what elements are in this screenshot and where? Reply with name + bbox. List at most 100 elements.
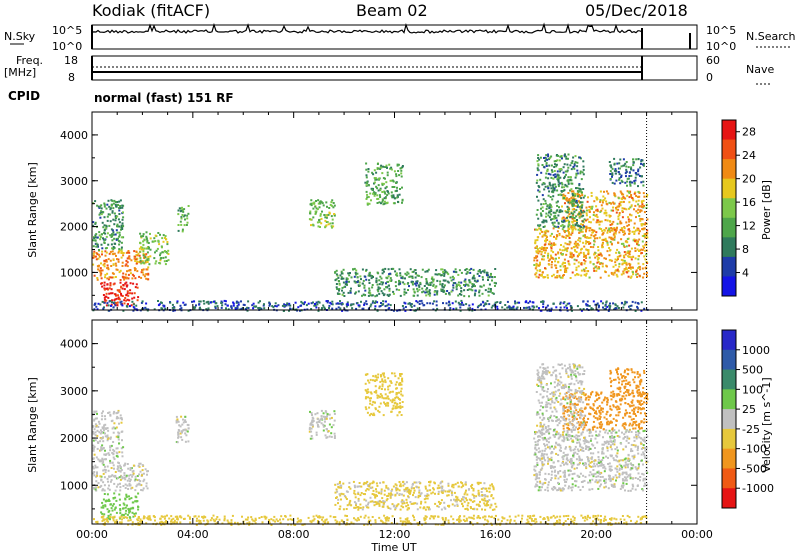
range-gate-cell bbox=[569, 176, 572, 179]
range-gate-cell bbox=[535, 256, 538, 259]
range-gate-cell bbox=[402, 500, 405, 503]
range-gate-cell bbox=[102, 440, 105, 443]
range-gate-cell bbox=[600, 254, 603, 257]
range-gate-cell bbox=[381, 292, 384, 295]
range-gate-cell bbox=[550, 205, 553, 208]
range-gate-cell bbox=[114, 304, 117, 307]
range-gate-cell bbox=[617, 215, 620, 218]
range-gate-cell bbox=[367, 196, 370, 198]
range-gate-cell bbox=[400, 276, 403, 279]
range-gate-cell bbox=[570, 201, 573, 204]
range-gate-cell bbox=[634, 176, 637, 179]
range-gate-cell bbox=[384, 267, 387, 270]
range-gate-cell bbox=[470, 486, 473, 489]
range-gate-cell bbox=[310, 412, 313, 415]
range-gate-cell bbox=[541, 164, 544, 166]
range-gate-cell bbox=[572, 190, 575, 193]
range-gate-cell bbox=[580, 247, 583, 250]
range-gate-cell bbox=[444, 279, 447, 282]
range-gate-cell bbox=[373, 414, 376, 417]
range-gate-cell bbox=[140, 271, 143, 274]
range-gate-cell bbox=[120, 285, 123, 288]
range-gate-cell bbox=[573, 517, 576, 519]
range-gate-cell bbox=[376, 198, 379, 200]
range-gate-cell bbox=[592, 520, 595, 523]
range-gate-cell bbox=[381, 172, 384, 175]
range-gate-cell bbox=[608, 304, 611, 307]
range-gate-cell bbox=[348, 274, 351, 277]
range-gate-cell bbox=[195, 520, 198, 522]
range-gate-cell bbox=[380, 501, 383, 504]
range-gate-cell bbox=[641, 248, 644, 251]
range-gate-cell bbox=[119, 512, 122, 515]
range-gate-cell bbox=[369, 274, 372, 277]
range-gate-cell bbox=[612, 302, 615, 305]
range-gate-cell bbox=[640, 162, 642, 165]
range-gate-cell bbox=[526, 306, 529, 309]
range-gate-cell bbox=[401, 401, 404, 403]
range-gate-cell bbox=[617, 270, 620, 273]
range-gate-cell bbox=[382, 300, 385, 303]
range-gate-cell bbox=[136, 286, 139, 289]
range-gate-cell bbox=[571, 271, 574, 274]
range-gate-cell bbox=[536, 269, 539, 272]
range-gate-cell bbox=[552, 211, 555, 214]
range-gate-cell bbox=[139, 518, 142, 521]
range-gate-cell bbox=[488, 283, 491, 286]
range-gate-cell bbox=[460, 498, 463, 501]
range-gate-cell bbox=[493, 508, 496, 511]
y-tick-label: 1000 bbox=[60, 266, 88, 279]
range-gate-cell bbox=[548, 158, 551, 161]
range-gate-cell bbox=[107, 278, 110, 281]
range-gate-cell bbox=[601, 199, 604, 202]
range-gate-cell bbox=[103, 205, 106, 208]
range-gate-cell bbox=[402, 520, 405, 523]
range-gate-cell bbox=[541, 230, 544, 233]
range-gate-cell bbox=[554, 185, 557, 188]
range-gate-cell bbox=[134, 478, 137, 481]
range-gate-cell bbox=[187, 427, 190, 430]
range-gate-cell bbox=[632, 169, 635, 172]
range-gate-cell bbox=[111, 250, 114, 253]
range-gate-cell bbox=[575, 209, 578, 212]
range-gate-cell bbox=[100, 511, 103, 514]
range-gate-cell bbox=[122, 309, 125, 312]
range-gate-cell bbox=[348, 501, 351, 504]
range-gate-cell bbox=[614, 258, 617, 261]
range-gate-cell bbox=[488, 276, 491, 279]
range-gate-cell bbox=[331, 199, 334, 202]
range-gate-cell bbox=[536, 228, 539, 231]
range-gate-cell bbox=[112, 231, 115, 234]
range-gate-cell bbox=[337, 498, 340, 501]
range-gate-cell bbox=[390, 382, 393, 384]
range-gate-cell bbox=[99, 212, 102, 215]
range-gate-cell bbox=[620, 191, 623, 194]
range-gate-cell bbox=[457, 294, 460, 297]
range-gate-cell bbox=[294, 301, 297, 304]
range-gate-cell bbox=[142, 268, 145, 271]
range-gate-cell bbox=[177, 435, 180, 438]
range-gate-cell bbox=[435, 304, 438, 307]
range-gate-cell bbox=[577, 265, 580, 268]
range-gate-cell bbox=[462, 304, 465, 306]
range-gate-cell bbox=[601, 244, 604, 247]
range-gate-cell bbox=[164, 263, 167, 266]
range-gate-cell bbox=[431, 276, 434, 279]
range-gate-cell bbox=[547, 254, 549, 257]
range-gate-cell bbox=[567, 219, 569, 222]
range-gate-cell bbox=[477, 270, 480, 273]
range-gate-cell bbox=[149, 518, 152, 521]
range-gate-cell bbox=[609, 259, 612, 262]
range-gate-cell bbox=[105, 235, 108, 238]
range-gate-cell bbox=[143, 515, 145, 518]
range-gate-cell bbox=[617, 522, 620, 525]
range-gate-cell bbox=[115, 485, 118, 488]
range-gate-cell bbox=[371, 493, 374, 495]
range-gate-cell bbox=[325, 300, 328, 303]
range-gate-cell bbox=[537, 154, 540, 157]
range-gate-cell bbox=[428, 290, 431, 293]
range-gate-cell bbox=[536, 209, 539, 211]
range-gate-cell bbox=[321, 518, 323, 521]
range-gate-cell bbox=[337, 486, 340, 488]
range-gate-cell bbox=[144, 256, 147, 259]
